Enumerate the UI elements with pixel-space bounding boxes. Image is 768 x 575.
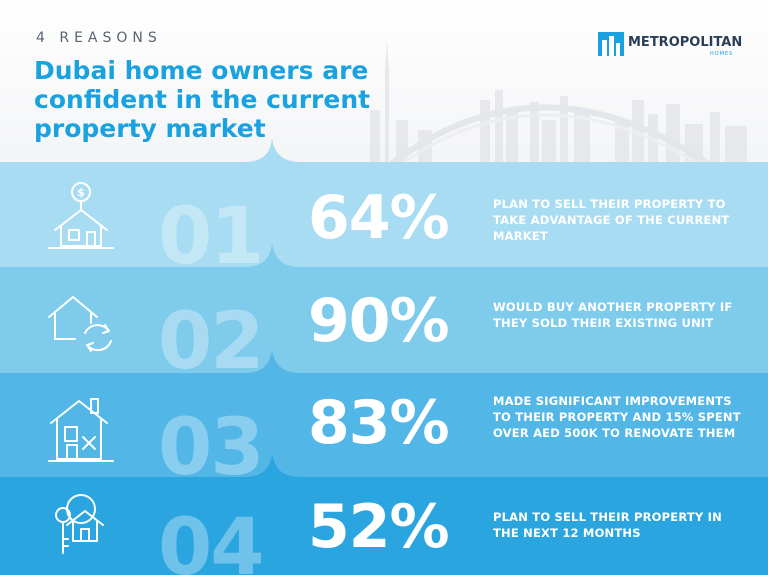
house-exchange-icon [48, 296, 112, 352]
house-money-icon: $ [48, 182, 114, 249]
logo-sub: HOMES [710, 51, 734, 57]
band-4 [0, 453, 768, 575]
reason-text-4: PLAN TO SELL THEIR PROPERTY IN THE NEXT … [493, 510, 722, 540]
reason-percent-2: 90% [308, 286, 450, 356]
eyebrow-label: 4 REASONS [36, 30, 162, 46]
reason-row-2: 02 90% WOULD BUY ANOTHER PROPERTY IF THE… [0, 243, 768, 381]
reason-number-2: 02 [158, 297, 265, 387]
reason-number-3: 03 [158, 403, 265, 493]
house-key-icon [55, 494, 104, 554]
reason-number-1: 01 [158, 192, 265, 282]
reason-text-3: MADE SIGNIFICANT IMPROVEMENTS TO THEIR P… [493, 394, 741, 440]
logo-mark-icon [598, 32, 624, 56]
svg-text:$: $ [77, 186, 85, 199]
house-renovation-icon [48, 398, 114, 462]
metropolitan-logo: METROPOLITAN HOMES [598, 30, 748, 60]
logo-name: METROPOLITAN [628, 35, 743, 50]
reason-percent-3: 83% [308, 388, 450, 458]
dubai-skyline-illustration [370, 40, 747, 165]
reason-number-4: 04 [158, 503, 265, 575]
band-2 [0, 243, 768, 373]
reason-row-3: 03 83% MADE SIGNIFICANT IMPROVEMENTS TO … [0, 349, 768, 487]
reason-text-1: PLAN TO SELL THEIR PROPERTY TO TAKE ADVA… [493, 197, 730, 243]
band-3 [0, 349, 768, 479]
header: 4 REASONS Dubai home owners are confiden… [0, 0, 768, 170]
band-1 [0, 138, 768, 267]
page-title: Dubai home owners are confident in the c… [34, 56, 371, 143]
reason-text-2: WOULD BUY ANOTHER PROPERTY IF THEY SOLD … [493, 300, 733, 330]
reason-row-1: $ 01 64% PLAN TO SELL THEIR PROPERTY TO … [0, 138, 768, 276]
reason-row-4: 04 52% PLAN TO SELL THEIR PROPERTY IN TH… [0, 453, 768, 575]
reason-percent-4: 52% [308, 492, 450, 562]
reason-percent-1: 64% [308, 183, 450, 253]
